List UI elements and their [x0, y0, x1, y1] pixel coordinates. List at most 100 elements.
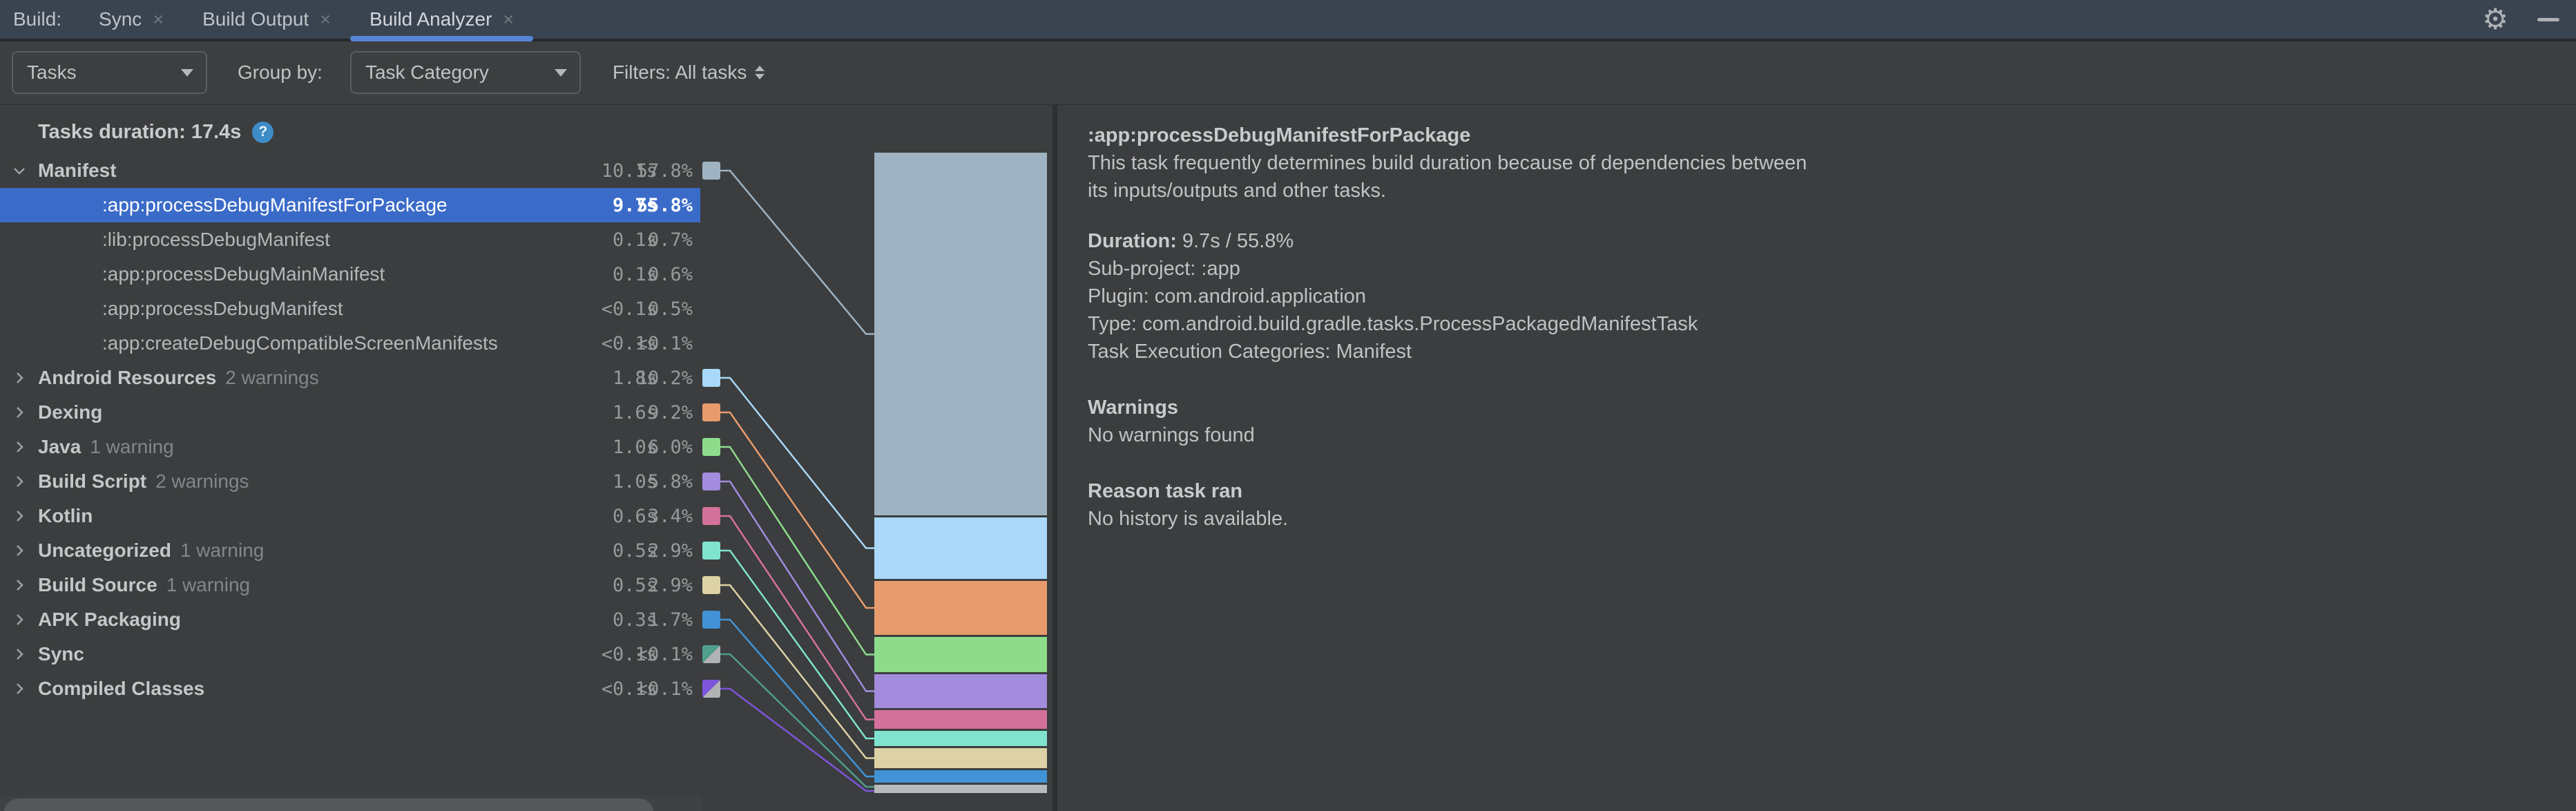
tab-label: Build Analyzer	[369, 8, 492, 30]
connector-line	[720, 171, 874, 334]
connector-line	[720, 447, 874, 655]
group-by-label: Group by:	[238, 61, 323, 84]
indent-slot	[0, 473, 38, 490]
group-by-dropdown[interactable]: Task Category	[350, 51, 581, 94]
bar-segment-other[interactable]	[874, 785, 1047, 793]
indent-slot	[0, 370, 38, 386]
help-icon[interactable]: ?	[252, 122, 273, 143]
category-color-chip	[702, 438, 720, 456]
chevron-right-icon[interactable]	[11, 680, 28, 697]
task-row-kotlin[interactable]: Kotlin0.6s3.4%	[0, 499, 725, 533]
connector-line	[720, 516, 874, 720]
pane-splitter[interactable]	[1052, 105, 1057, 811]
chevron-right-icon[interactable]	[11, 473, 28, 490]
close-icon[interactable]: ×	[503, 9, 514, 30]
chevron-right-icon[interactable]	[11, 439, 28, 455]
task-label: :app:processDebugManifest	[102, 298, 343, 320]
group-by-value: Task Category	[365, 61, 489, 84]
category-color-chip	[702, 507, 720, 525]
task-label: :app:processDebugManifestForPackage	[102, 194, 448, 216]
bar-segment-java[interactable]	[874, 637, 1047, 672]
detail-type: Type: com.android.build.gradle.tasks.Pro…	[1088, 310, 2535, 338]
warnings-text: No warnings found	[1088, 421, 2535, 449]
warning-count: 1 warning	[180, 540, 264, 562]
chevron-right-icon[interactable]	[11, 577, 28, 593]
connector-line	[720, 412, 874, 608]
category-color-chip	[702, 576, 720, 594]
task-label: Dexing	[38, 401, 102, 423]
task-row--app-processdebugmanifestforpackage[interactable]: :app:processDebugManifestForPackage9.7s5…	[0, 188, 725, 222]
task-percent: 9.2%	[603, 402, 693, 423]
filters-dropdown[interactable]: Filters: All tasks	[613, 61, 765, 84]
build-analyzer-window: Build: Sync × Build Output × Build Analy…	[0, 0, 2576, 811]
task-row--app-processdebugmanifest[interactable]: :app:processDebugManifest<0.1s0.5%	[0, 292, 725, 326]
tab-sync[interactable]: Sync ×	[90, 0, 172, 39]
bar-segment-build-source[interactable]	[874, 748, 1047, 768]
task-percent: 55.8%	[603, 195, 693, 216]
task-row-java[interactable]: Java1 warning1.0s6.0%	[0, 430, 725, 464]
bar-segment-apk-packaging[interactable]	[874, 770, 1047, 783]
gear-icon[interactable]: ⚙	[2482, 5, 2508, 34]
chevron-right-icon[interactable]	[11, 542, 28, 559]
view-selector-dropdown[interactable]: Tasks	[12, 51, 207, 94]
reason-text: No history is available.	[1088, 505, 2535, 533]
tab-build-output[interactable]: Build Output ×	[194, 0, 339, 39]
tab-label: Build Output	[202, 8, 309, 30]
detail-categories: Task Execution Categories: Manifest	[1088, 338, 2535, 365]
horizontal-scrollbar-track[interactable]	[0, 796, 702, 811]
task-row-apk-packaging[interactable]: APK Packaging0.3s1.7%	[0, 602, 725, 637]
task-row-uncategorized[interactable]: Uncategorized1 warning0.5s2.9%	[0, 533, 725, 568]
bar-segment-uncategorized[interactable]	[874, 731, 1047, 746]
category-color-chip	[702, 680, 720, 698]
close-icon[interactable]: ×	[320, 9, 331, 30]
indent-slot	[0, 646, 38, 662]
bar-segment-android-resources[interactable]	[874, 517, 1047, 579]
task-row--app-createdebugcompatiblescreenmanifests[interactable]: :app:createDebugCompatibleScreenManifest…	[0, 326, 725, 361]
task-percent: 10.2%	[603, 368, 693, 389]
chevron-right-icon[interactable]	[11, 370, 28, 386]
indent-slot	[0, 162, 38, 179]
chevron-right-icon[interactable]	[11, 404, 28, 421]
task-row--lib-processdebugmanifest[interactable]: :lib:processDebugManifest0.1s0.7%	[0, 222, 725, 257]
chevron-right-icon[interactable]	[11, 508, 28, 524]
task-row--app-processdebugmainmanifest[interactable]: :app:processDebugMainManifest0.1s0.6%	[0, 257, 725, 292]
task-percent: 3.4%	[603, 506, 693, 527]
task-label: Android Resources	[38, 367, 216, 389]
chevron-down-icon[interactable]	[11, 162, 28, 179]
close-icon[interactable]: ×	[153, 9, 164, 30]
bar-segment-manifest[interactable]	[874, 153, 1047, 515]
tab-build-analyzer[interactable]: Build Analyzer ×	[361, 0, 522, 39]
indent-slot	[0, 542, 38, 559]
task-row-dexing[interactable]: Dexing1.6s9.2%	[0, 395, 725, 430]
reason-header: Reason task ran	[1088, 477, 2535, 505]
task-percent: 6.0%	[603, 437, 693, 458]
bar-segment-kotlin[interactable]	[874, 710, 1047, 729]
category-color-chip	[702, 473, 720, 490]
category-color-chip	[702, 611, 720, 629]
task-row-sync[interactable]: Sync<0.1s<0.1%	[0, 637, 725, 671]
task-label: APK Packaging	[38, 609, 181, 631]
chevron-right-icon[interactable]	[11, 646, 28, 662]
task-percent: <0.1%	[603, 644, 693, 665]
task-row-build-source[interactable]: Build Source1 warning0.5s2.9%	[0, 568, 725, 602]
connector-line	[720, 654, 874, 787]
chevron-right-icon[interactable]	[11, 611, 28, 628]
category-color-chip	[702, 403, 720, 421]
task-row-android-resources[interactable]: Android Resources2 warnings1.8s10.2%	[0, 361, 725, 395]
connector-line	[720, 378, 874, 548]
bar-segment-build-script[interactable]	[874, 674, 1047, 708]
horizontal-scrollbar-thumb[interactable]	[4, 799, 653, 811]
task-row-manifest[interactable]: Manifest10.1s57.8%	[0, 153, 725, 188]
task-row-compiled-classes[interactable]: Compiled Classes<0.1s<0.1%	[0, 671, 725, 706]
task-detail-pane: :app:processDebugManifestForPackage This…	[1057, 105, 2576, 811]
bar-segment-dexing[interactable]	[874, 581, 1047, 635]
detail-plugin: Plugin: com.android.application	[1088, 283, 2535, 310]
indent-slot	[0, 404, 38, 421]
chevron-down-icon	[181, 69, 193, 77]
analyzer-content: Tasks duration: 17.4s ? Manifest10.1s57.…	[0, 105, 2576, 811]
task-percent: 1.7%	[603, 609, 693, 631]
indent-slot	[0, 577, 38, 593]
minimize-icon[interactable]	[2537, 18, 2559, 21]
indent-slot	[0, 680, 38, 697]
task-row-build-script[interactable]: Build Script2 warnings1.0s5.8%	[0, 464, 725, 499]
